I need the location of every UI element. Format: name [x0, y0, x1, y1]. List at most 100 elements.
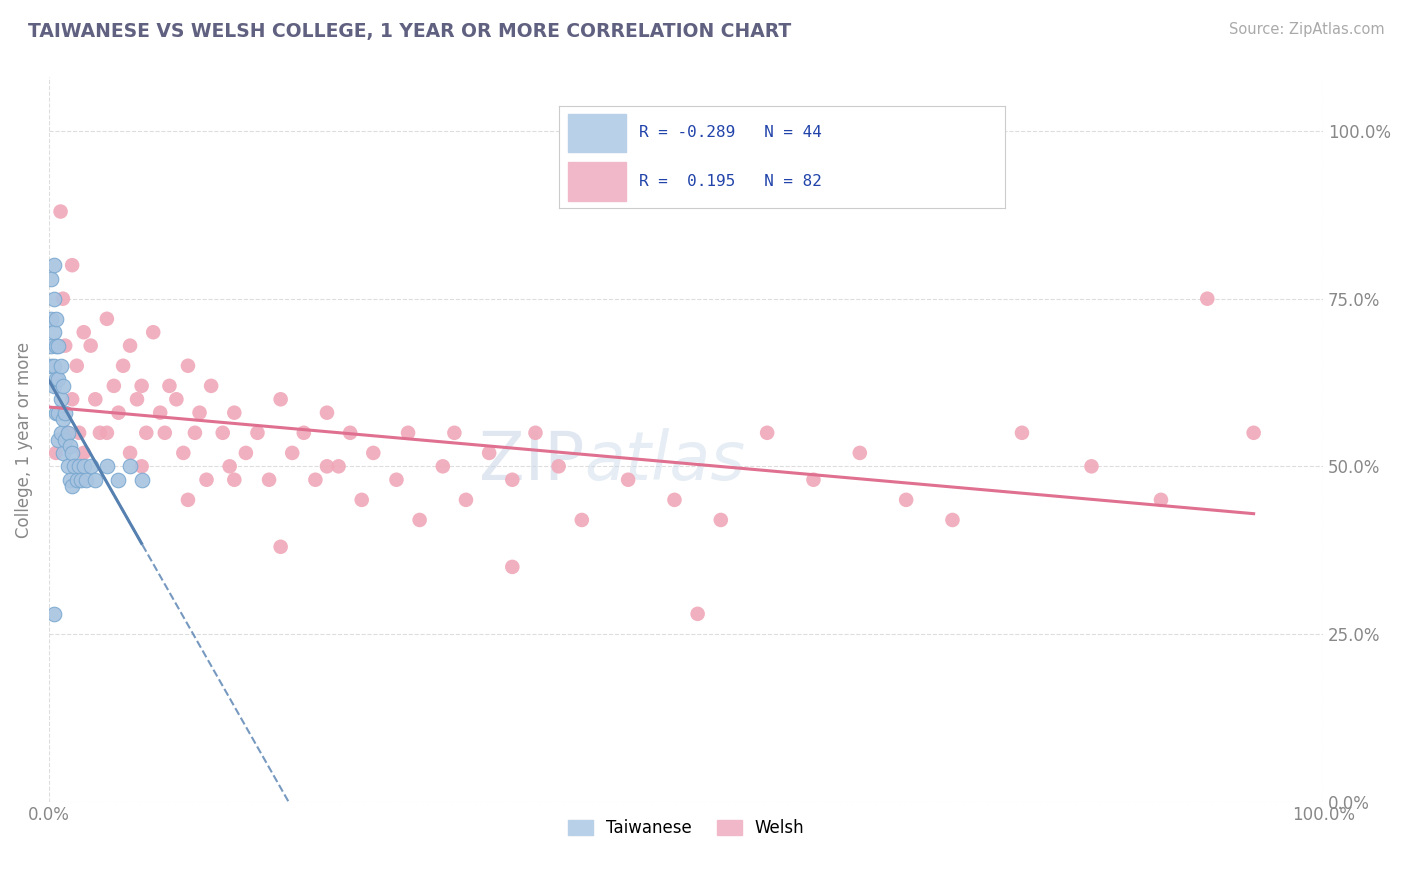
Point — [501, 560, 523, 574]
Point — [316, 459, 339, 474]
Point — [39, 359, 62, 373]
Point — [89, 425, 111, 440]
Point — [224, 473, 246, 487]
Point — [149, 406, 172, 420]
Point — [67, 425, 90, 440]
Point — [224, 406, 246, 420]
Point — [756, 425, 779, 440]
Point — [60, 479, 83, 493]
Point — [135, 425, 157, 440]
Point — [42, 607, 65, 621]
Point — [131, 473, 153, 487]
Point — [1243, 425, 1265, 440]
Point — [195, 473, 218, 487]
Point — [281, 446, 304, 460]
Point — [66, 473, 89, 487]
Point — [39, 271, 62, 285]
Point — [52, 412, 75, 426]
Point — [200, 379, 222, 393]
Point — [686, 607, 709, 621]
Point — [46, 433, 69, 447]
Point — [39, 311, 62, 326]
Point — [53, 433, 76, 447]
Point — [177, 492, 200, 507]
Point — [131, 459, 153, 474]
Point — [84, 473, 107, 487]
Point — [432, 459, 454, 474]
Point — [46, 372, 69, 386]
Point — [53, 406, 76, 420]
Legend: Taiwanese, Welsh: Taiwanese, Welsh — [561, 813, 811, 844]
Point — [292, 425, 315, 440]
Point — [1011, 425, 1033, 440]
Point — [79, 338, 101, 352]
Point — [211, 425, 233, 440]
Point — [59, 473, 82, 487]
Point — [443, 425, 465, 440]
Point — [96, 425, 118, 440]
Point — [96, 459, 118, 474]
Point — [53, 338, 76, 352]
Point — [246, 425, 269, 440]
Point — [107, 473, 129, 487]
Point — [56, 425, 79, 440]
Point — [52, 379, 75, 393]
Point — [52, 446, 75, 460]
Point — [56, 425, 79, 440]
Point — [270, 392, 292, 407]
Point — [103, 379, 125, 393]
Point — [131, 379, 153, 393]
Point — [184, 425, 207, 440]
Point — [257, 473, 280, 487]
Text: ZIP: ZIP — [479, 428, 583, 494]
Point — [79, 459, 101, 474]
Point — [42, 258, 65, 272]
Point — [710, 513, 733, 527]
Point — [408, 513, 430, 527]
Point — [42, 325, 65, 339]
Point — [328, 459, 350, 474]
Point — [120, 338, 142, 352]
Point — [52, 292, 75, 306]
Point — [84, 392, 107, 407]
Point — [45, 406, 67, 420]
Point — [803, 473, 825, 487]
Point — [363, 446, 385, 460]
Point — [1197, 292, 1219, 306]
Point — [501, 473, 523, 487]
Point — [60, 258, 83, 272]
Point — [56, 459, 79, 474]
Point — [42, 292, 65, 306]
Point — [112, 359, 135, 373]
Text: atlas: atlas — [583, 428, 745, 494]
Point — [177, 359, 200, 373]
Point — [120, 446, 142, 460]
Point — [172, 446, 194, 460]
Point — [46, 406, 69, 420]
Point — [73, 446, 96, 460]
Point — [385, 473, 408, 487]
Point — [60, 392, 83, 407]
Point — [46, 338, 69, 352]
Point — [59, 439, 82, 453]
Point — [73, 325, 96, 339]
Text: TAIWANESE VS WELSH COLLEGE, 1 YEAR OR MORE CORRELATION CHART: TAIWANESE VS WELSH COLLEGE, 1 YEAR OR MO… — [28, 22, 792, 41]
Point — [75, 473, 97, 487]
Point — [120, 459, 142, 474]
Text: Source: ZipAtlas.com: Source: ZipAtlas.com — [1229, 22, 1385, 37]
Point — [49, 392, 72, 407]
Point — [941, 513, 963, 527]
Point — [73, 459, 96, 474]
Point — [396, 425, 419, 440]
Point — [571, 513, 593, 527]
Point — [49, 359, 72, 373]
Point — [165, 392, 187, 407]
Point — [316, 406, 339, 420]
Point — [235, 446, 257, 460]
Point — [66, 359, 89, 373]
Point — [45, 372, 67, 386]
Point — [454, 492, 477, 507]
Point — [49, 425, 72, 440]
Point — [188, 406, 211, 420]
Point — [96, 311, 118, 326]
